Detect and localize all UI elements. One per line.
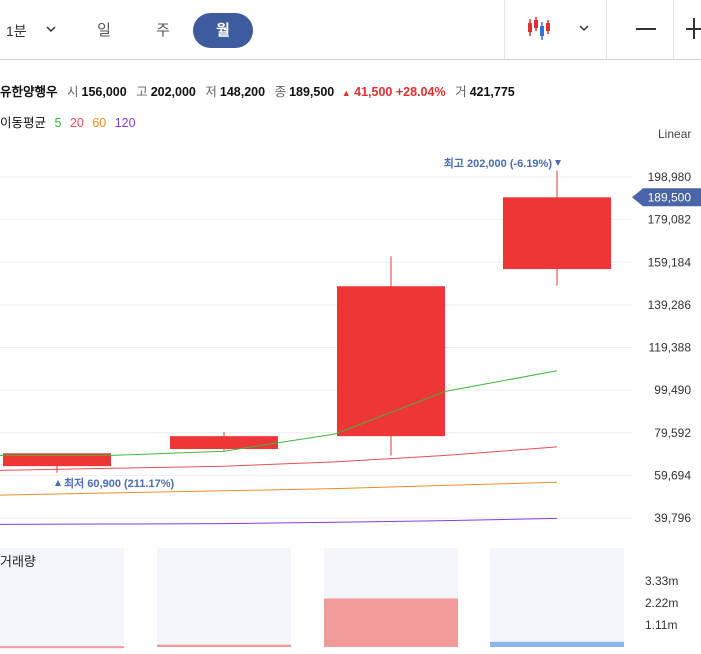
current-price-marker <box>632 188 701 207</box>
y-tick-label: 139,286 <box>648 298 692 312</box>
volume-y-tick-label: 2.22m <box>645 596 678 610</box>
chevron-down-icon[interactable] <box>44 22 58 36</box>
ma-legend-title: 이동평균 <box>0 116 47 130</box>
y-tick-label: 179,082 <box>648 213 692 227</box>
candle-body[interactable] <box>337 286 445 437</box>
up-triangle-icon: ▲ <box>341 88 351 98</box>
y-tick-label: 39,796 <box>654 511 691 525</box>
zoom-in-icon[interactable] <box>686 28 701 30</box>
open-value: 156,000 <box>81 85 127 99</box>
y-tick-label: 59,694 <box>654 468 691 482</box>
ma-legend-5[interactable]: 5 <box>54 116 62 130</box>
y-tick-label: 99,490 <box>654 383 691 397</box>
y-tick-label: 198,980 <box>648 170 692 184</box>
ma-legend-120[interactable]: 120 <box>114 116 136 130</box>
high-value: 202,000 <box>150 85 196 99</box>
candle-body[interactable] <box>170 436 278 450</box>
volume-panel-background <box>490 548 624 647</box>
volume-y-tick-label: 1.11m <box>645 618 677 632</box>
ma-legend-20[interactable]: 20 <box>69 116 84 130</box>
down-triangle-icon <box>555 160 561 166</box>
volume-panel-background <box>157 548 291 647</box>
ma-legend: 이동평균 5 20 60 120 <box>0 112 141 131</box>
ma-legend-60[interactable]: 60 <box>92 116 107 130</box>
min-price-annotation: 최저 60,900 (211.17%) <box>64 476 174 490</box>
chevron-down-icon[interactable] <box>577 21 591 35</box>
change-value: 41,500 <box>354 85 393 99</box>
volume-bar <box>0 646 124 649</box>
volume-panel-background <box>0 548 124 647</box>
toolbar-divider <box>504 0 505 59</box>
candle-body[interactable] <box>503 197 611 270</box>
toolbar-divider <box>673 0 674 59</box>
tab-month[interactable]: 월 <box>193 13 253 48</box>
close-value: 189,500 <box>289 85 335 99</box>
tab-week[interactable]: 주 <box>156 22 170 39</box>
candle-body[interactable] <box>3 453 111 467</box>
chart-toolbar: 1분 일 주 월 <box>0 0 701 60</box>
volume-bar <box>157 644 291 647</box>
volume-value: 421,775 <box>469 85 515 99</box>
volume-bar <box>490 641 624 647</box>
max-price-annotation: 최고 202,000 (-6.19%) <box>444 156 553 170</box>
volume-label: 거 <box>455 85 467 99</box>
interval-select[interactable]: 1분 <box>6 23 27 39</box>
ma-line-20 <box>0 446 558 471</box>
y-tick-label: 79,592 <box>654 426 691 440</box>
up-triangle-icon <box>55 480 61 486</box>
toolbar-divider <box>606 0 607 59</box>
volume-title: 거래량 <box>0 554 36 569</box>
zoom-out-icon[interactable] <box>636 28 656 30</box>
close-label: 종 <box>274 85 287 99</box>
y-tick-label: 159,184 <box>648 255 692 269</box>
ma-line-120 <box>0 517 558 525</box>
low-value: 148,200 <box>219 85 266 99</box>
y-tick-label: 119,388 <box>649 341 692 355</box>
ma-line-60 <box>0 481 558 496</box>
open-label: 시 <box>67 85 79 99</box>
tab-day[interactable]: 일 <box>97 22 111 39</box>
high-label: 고 <box>136 85 148 99</box>
volume-y-tick-label: 3.33m <box>645 574 678 588</box>
ma-line-5 <box>0 370 558 456</box>
candlestick-chart-icon[interactable] <box>526 16 552 42</box>
stock-name: 유한양행우 <box>0 85 58 99</box>
scale-mode-toggle[interactable]: Linear <box>658 127 692 141</box>
current-price-label: 189,500 <box>648 190 692 204</box>
low-label: 저 <box>205 85 217 99</box>
ohlc-summary: 유한양행우 시 156,000 고 202,000 저 148,200 종 189,50… <box>0 81 515 100</box>
volume-bar <box>324 598 458 647</box>
change-percent: +28.04% <box>395 85 446 99</box>
